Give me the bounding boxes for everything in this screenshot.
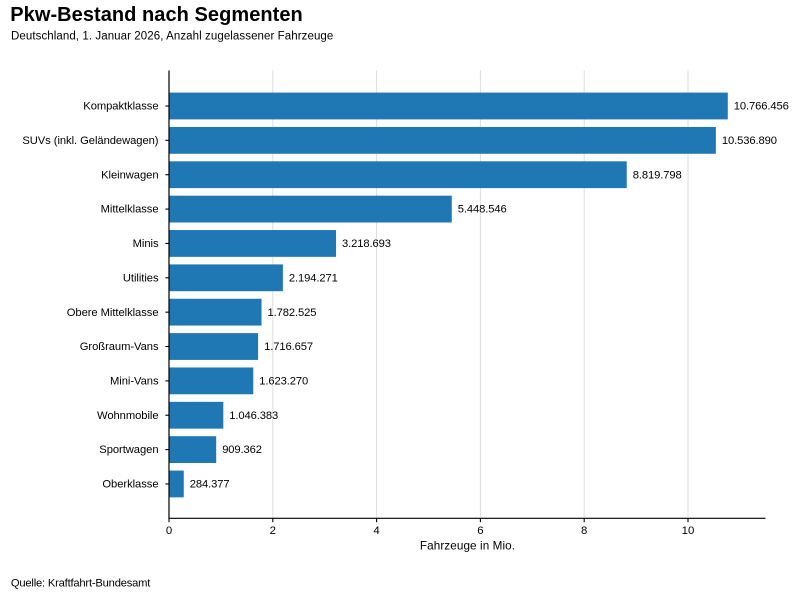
svg-text:Mittelklasse: Mittelklasse: [101, 204, 159, 216]
svg-text:2: 2: [270, 525, 276, 537]
svg-text:Oberklasse: Oberklasse: [102, 479, 158, 491]
svg-text:Minis: Minis: [133, 238, 159, 250]
svg-text:8: 8: [581, 525, 587, 537]
svg-text:Quelle: Kraftfahrt-Bundesamt: Quelle: Kraftfahrt-Bundesamt: [11, 578, 151, 590]
svg-text:10: 10: [682, 525, 695, 537]
svg-text:Großraum-Vans: Großraum-Vans: [80, 341, 159, 353]
svg-text:10.536.890: 10.536.890: [722, 135, 777, 147]
svg-text:4: 4: [373, 525, 379, 537]
svg-text:2.194.271: 2.194.271: [289, 272, 338, 284]
svg-text:8.819.798: 8.819.798: [633, 169, 682, 181]
svg-text:Fahrzeuge in Mio.: Fahrzeuge in Mio.: [420, 539, 515, 552]
svg-text:1.782.525: 1.782.525: [268, 307, 317, 319]
svg-text:1.716.657: 1.716.657: [264, 341, 313, 353]
svg-text:Obere Mittelklasse: Obere Mittelklasse: [67, 307, 159, 319]
svg-text:5.448.546: 5.448.546: [458, 204, 507, 216]
svg-text:Deutschland, 1. Januar 2026, A: Deutschland, 1. Januar 2026, Anzahl zuge…: [11, 30, 333, 42]
svg-text:10.766.456: 10.766.456: [734, 101, 789, 113]
svg-text:Kompaktklasse: Kompaktklasse: [83, 101, 158, 113]
svg-text:Mini-Vans: Mini-Vans: [110, 375, 159, 387]
svg-text:1.046.383: 1.046.383: [229, 410, 278, 422]
svg-text:Sportwagen: Sportwagen: [99, 444, 158, 456]
svg-text:909.362: 909.362: [222, 444, 262, 456]
svg-text:6: 6: [477, 525, 483, 537]
svg-text:Wohnmobile: Wohnmobile: [97, 410, 158, 422]
svg-text:Pkw-Bestand nach Segmenten: Pkw-Bestand nach Segmenten: [10, 4, 302, 26]
svg-text:Kleinwagen: Kleinwagen: [101, 169, 158, 181]
svg-text:SUVs (inkl. Geländewagen): SUVs (inkl. Geländewagen): [22, 135, 158, 147]
svg-text:1.623.270: 1.623.270: [259, 375, 308, 387]
svg-text:3.218.693: 3.218.693: [342, 238, 391, 250]
svg-text:284.377: 284.377: [190, 479, 230, 491]
svg-text:Utilities: Utilities: [123, 272, 159, 284]
svg-text:0: 0: [166, 525, 172, 537]
